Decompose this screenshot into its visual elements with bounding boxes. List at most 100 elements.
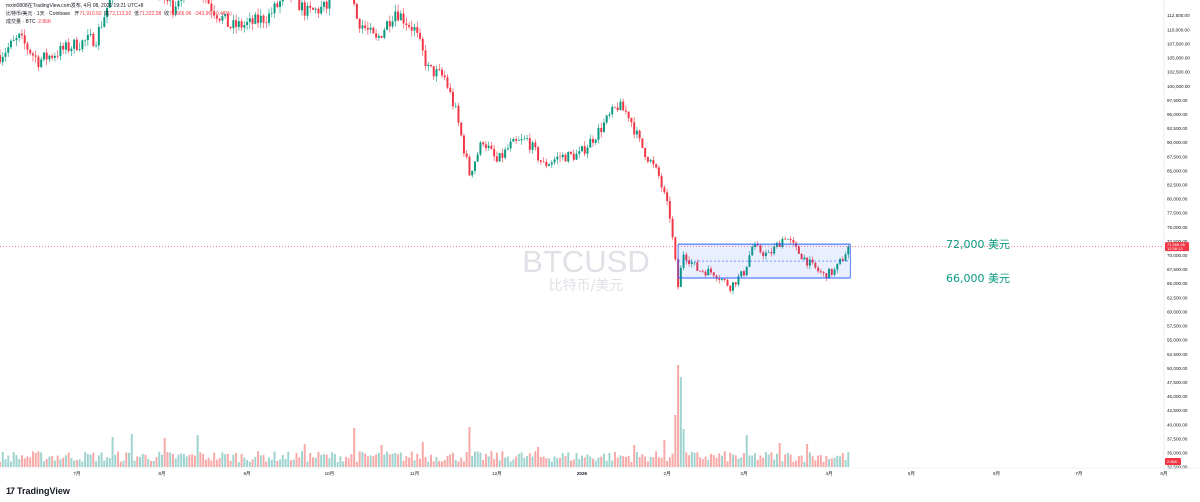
volume-bar	[130, 434, 133, 467]
candle-body	[548, 164, 551, 167]
volume-bar	[328, 458, 331, 467]
candle-body	[729, 285, 732, 291]
volume-bar	[26, 456, 29, 467]
volume-bar	[86, 453, 89, 467]
candle-body	[372, 27, 375, 34]
price-tick-label: 45,000.00	[1167, 394, 1188, 399]
candle-body	[742, 271, 745, 276]
candle-body	[627, 111, 630, 119]
volume-bar	[399, 452, 402, 467]
volume-bar	[690, 451, 693, 467]
volume-bar	[784, 454, 787, 467]
volume-bar	[721, 455, 723, 467]
volume-bar	[517, 453, 520, 467]
candle-body	[451, 91, 454, 107]
volume-bar	[424, 456, 427, 467]
volume-bar	[806, 444, 809, 467]
volume-bar	[786, 452, 789, 467]
candle-body	[460, 122, 463, 136]
volume-bar	[202, 453, 205, 467]
time-axis[interactable]: 7月 8月 9月 10月 11月 12月 2026 2月 3月 4月 5月 6月 7月 8月	[0, 467, 1200, 477]
candle-body	[435, 69, 438, 77]
volume-bar	[825, 455, 828, 467]
candle-body	[213, 11, 216, 16]
volume-bar	[657, 457, 660, 467]
volume-bar	[531, 456, 534, 467]
volume-bar	[578, 459, 581, 467]
candle-body	[490, 145, 493, 149]
volume-bar	[81, 461, 84, 467]
candle-body	[48, 55, 51, 60]
candle-body	[210, 3, 213, 12]
volume-bar	[616, 457, 619, 467]
candle-body	[218, 18, 221, 21]
candle-body	[638, 130, 641, 139]
volume-bar	[166, 451, 169, 467]
volume-bar	[380, 445, 383, 467]
volume-bar	[836, 455, 839, 467]
volume-bar	[570, 460, 573, 467]
candle-body	[753, 244, 756, 247]
candle-body	[248, 18, 251, 23]
candle-body	[20, 33, 23, 36]
price-tick-label: 65,000.00	[1167, 281, 1188, 286]
volume-bar	[641, 454, 644, 467]
candle-body	[589, 138, 592, 148]
volume-bar	[759, 455, 762, 467]
volume-bar	[819, 455, 822, 467]
candle-body	[265, 22, 268, 24]
candle-body	[42, 52, 45, 60]
volume-bar	[213, 452, 216, 467]
volume-bar	[259, 455, 262, 467]
volume-bar	[344, 456, 347, 467]
candle-body	[775, 242, 778, 247]
candle-body	[377, 35, 380, 38]
candle-body	[95, 45, 98, 47]
candle-body	[649, 160, 652, 162]
volume-bar	[45, 459, 48, 467]
candle-body	[715, 275, 718, 279]
volume-bar	[608, 452, 611, 467]
tradingview-logo[interactable]: 17 TradingView	[6, 486, 70, 496]
volume-bar	[564, 456, 567, 467]
volume-bar	[770, 452, 773, 467]
volume-bar	[699, 457, 702, 467]
volume-bar	[468, 427, 471, 467]
volume-bar	[108, 458, 111, 467]
volume-bar	[775, 453, 778, 467]
candle-body	[300, 2, 303, 11]
candle-body	[454, 105, 457, 107]
range-box[interactable]: 72,000 美元 66,000 美元	[677, 238, 1010, 285]
candle-body	[26, 43, 29, 50]
candle-body	[523, 138, 526, 140]
volume-bar	[638, 457, 641, 467]
candle-body	[564, 154, 567, 162]
volume-bar	[397, 454, 400, 467]
volume-bar	[196, 435, 199, 467]
price-axis[interactable]: 112,500.00 110,000.00 107,500.00 105,000.00…	[1163, 0, 1190, 480]
candle-body	[704, 271, 707, 276]
volume-bar	[226, 453, 229, 467]
candle-body	[108, 0, 111, 8]
volume-bar	[366, 456, 369, 467]
candle-body	[67, 42, 70, 52]
candle-body	[808, 259, 811, 266]
volume-bar	[473, 451, 476, 467]
volume-bar	[100, 452, 103, 467]
volume-bar	[764, 452, 767, 467]
symbol-description[interactable]: 比特币/美元 · 1天 · Coinbase	[6, 11, 71, 17]
candle-body	[504, 149, 507, 158]
price-tick-label: 32,500.00	[1167, 465, 1188, 470]
volume-bar	[0, 461, 1, 467]
candle-body	[559, 156, 562, 158]
volume-bar	[512, 459, 515, 467]
candle-body	[171, 0, 174, 15]
volume-label[interactable]: 成交量 · BTC	[6, 19, 36, 25]
volume-bar	[457, 461, 460, 467]
candle-body	[397, 11, 400, 21]
candle-body	[325, 1, 328, 9]
candle-body	[364, 25, 367, 28]
volume-bar	[833, 457, 836, 467]
price-tick-label: 97,500.00	[1167, 98, 1188, 103]
